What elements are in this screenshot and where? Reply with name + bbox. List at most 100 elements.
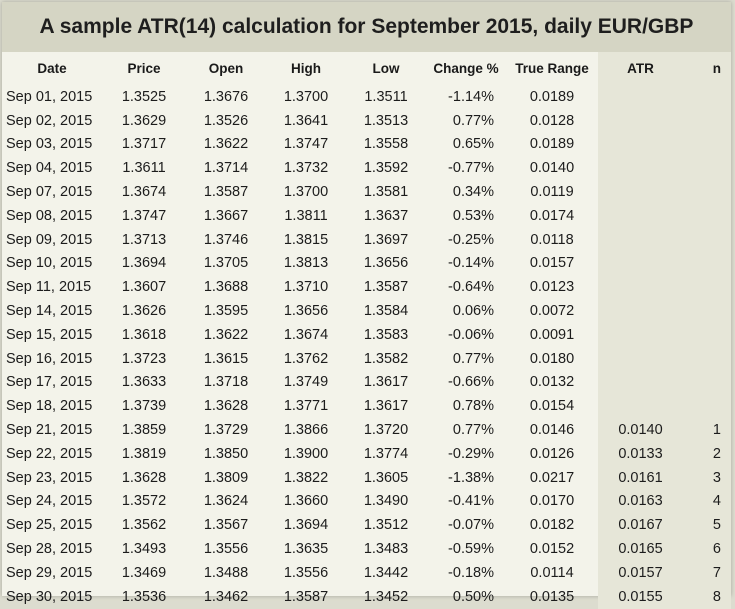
- table-row: Sep 15, 2015 1.3618 1.3622 1.3674 1.3583 -0.0…: [2, 322, 731, 347]
- cell-change-pct: -0.06%: [448, 326, 494, 343]
- cell-price: 1.3633: [121, 374, 167, 391]
- cell-change-pct: -0.14%: [448, 255, 494, 272]
- cell-true-range: 0.0118: [530, 231, 574, 248]
- cell-low: 1.3637: [363, 207, 409, 224]
- cell-n: 6: [683, 537, 731, 561]
- table-row: Sep 09, 2015 1.3713 1.3746 1.3815 1.3697 -0.2…: [2, 227, 731, 252]
- cell-open: 1.3462: [203, 588, 249, 605]
- cell-true-range: 0.0189: [529, 136, 575, 153]
- table-row: Sep 07, 2015 1.3674 1.3587 1.3700 1.3581 0.34…: [2, 180, 731, 204]
- cell-n: [683, 346, 731, 371]
- cell-n: [683, 275, 731, 300]
- cell-atr: 0.0155: [598, 584, 683, 609]
- cell-high: 1.3749: [283, 374, 329, 391]
- cell-price: 1.3628: [121, 469, 167, 486]
- cell-n: [683, 156, 731, 181]
- cell-atr: [598, 203, 683, 228]
- cell-high: 1.3656: [283, 303, 329, 320]
- cell-price: 1.3739: [121, 398, 167, 415]
- column-header-atr: ATR: [598, 52, 683, 85]
- cell-date: Sep 28, 2015: [6, 541, 93, 558]
- cell-atr: 0.0165: [598, 537, 683, 561]
- table-row: Sep 11, 2015 1.3607 1.3688 1.3710 1.3587 -0.6…: [2, 275, 731, 300]
- table-row: Sep 16, 2015 1.3723 1.3615 1.3762 1.3582 0.77…: [2, 346, 731, 371]
- cell-atr: 0.0157: [598, 560, 683, 585]
- cell-low: 1.3592: [363, 160, 409, 177]
- cell-price: 1.3819: [121, 445, 167, 462]
- cell-atr: [598, 322, 683, 347]
- cell-n: [683, 132, 731, 157]
- cell-high: 1.3587: [283, 588, 329, 605]
- cell-high: 1.3747: [283, 136, 329, 153]
- cell-price: 1.3859: [121, 422, 167, 439]
- cell-low: 1.3558: [363, 136, 409, 153]
- cell-change-pct: 0.77%: [452, 350, 494, 367]
- cell-date: Sep 21, 2015: [6, 422, 93, 439]
- cell-price: 1.3618: [121, 326, 167, 343]
- cell-open: 1.3850: [203, 445, 249, 462]
- cell-atr: [598, 156, 683, 181]
- cell-atr: 0.0140: [598, 418, 683, 442]
- column-header-low: Low: [372, 61, 400, 76]
- cell-price: 1.3493: [121, 541, 167, 558]
- cell-high: 1.3822: [283, 469, 329, 486]
- cell-change-pct: 0.06%: [452, 303, 494, 320]
- cell-date: Sep 29, 2015: [6, 564, 93, 581]
- cell-open: 1.3556: [203, 541, 249, 558]
- cell-low: 1.3774: [363, 445, 409, 462]
- cell-open: 1.3714: [203, 160, 249, 177]
- cell-change-pct: 0.34%: [452, 184, 494, 201]
- cell-high: 1.3813: [283, 255, 329, 272]
- cell-n: [683, 394, 731, 419]
- cell-open: 1.3676: [203, 88, 249, 105]
- cell-price: 1.3629: [121, 112, 167, 129]
- cell-low: 1.3587: [363, 279, 409, 296]
- cell-date: Sep 10, 2015: [6, 255, 93, 272]
- cell-change-pct: 0.77%: [452, 422, 494, 439]
- cell-n: [683, 108, 731, 133]
- column-header-true-range: True Range: [515, 61, 589, 76]
- cell-low: 1.3656: [363, 255, 409, 272]
- cell-open: 1.3628: [203, 398, 249, 415]
- cell-n: 8: [683, 584, 731, 609]
- table-row: Sep 23, 2015 1.3628 1.3809 1.3822 1.3605 -1.3…: [2, 465, 731, 490]
- cell-n: 2: [683, 441, 731, 466]
- cell-date: Sep 18, 2015: [6, 398, 93, 415]
- cell-atr: [598, 180, 683, 204]
- column-header-change-pct: Change %: [433, 61, 499, 76]
- cell-true-range: 0.0174: [529, 207, 575, 224]
- cell-n: [683, 180, 731, 204]
- cell-date: Sep 22, 2015: [6, 445, 93, 462]
- cell-atr: [598, 85, 683, 109]
- cell-price: 1.3674: [121, 184, 167, 201]
- cell-price: 1.3747: [121, 207, 167, 224]
- table-row: Sep 17, 2015 1.3633 1.3718 1.3749 1.3617 -0.6…: [2, 370, 731, 395]
- header-row: Date Price Open High Low Change % True Range AT…: [2, 52, 731, 85]
- cell-price: 1.3536: [121, 588, 167, 605]
- cell-high: 1.3556: [283, 564, 329, 581]
- table-row: Sep 04, 2015 1.3611 1.3714 1.3732 1.3592 -0.7…: [2, 156, 731, 181]
- cell-true-range: 0.0182: [529, 517, 575, 534]
- cell-n: [683, 370, 731, 395]
- cell-high: 1.3700: [283, 88, 329, 105]
- cell-open: 1.3587: [203, 184, 249, 201]
- cell-low: 1.3582: [363, 350, 409, 367]
- cell-open: 1.3729: [203, 422, 249, 439]
- cell-true-range: 0.0140: [529, 160, 575, 177]
- cell-price: 1.3572: [121, 493, 167, 510]
- cell-price: 1.3626: [121, 303, 167, 320]
- cell-true-range: 0.0217: [529, 469, 575, 486]
- cell-change-pct: -0.07%: [448, 517, 494, 534]
- cell-high: 1.3700: [283, 184, 329, 201]
- cell-low: 1.3511: [364, 88, 408, 105]
- cell-true-range: 0.0189: [529, 88, 575, 105]
- cell-date: Sep 23, 2015: [6, 469, 93, 486]
- cell-atr: [598, 108, 683, 133]
- cell-change-pct: 0.50%: [452, 588, 494, 605]
- cell-date: Sep 03, 2015: [6, 136, 93, 153]
- cell-change-pct: -0.41%: [448, 493, 494, 510]
- cell-true-range: 0.0126: [529, 445, 575, 462]
- table-row: Sep 28, 2015 1.3493 1.3556 1.3635 1.3483 -0.5…: [2, 537, 731, 561]
- cell-n: [683, 251, 731, 276]
- cell-open: 1.3622: [203, 136, 249, 153]
